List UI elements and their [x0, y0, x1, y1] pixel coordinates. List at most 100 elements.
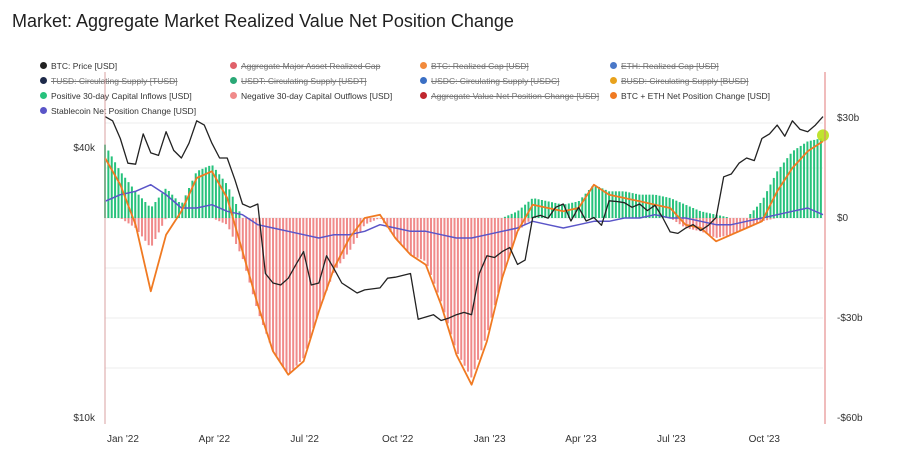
inflow-bar	[164, 188, 167, 218]
outflow-bar	[413, 218, 416, 257]
legend-row: TUSD: Circulating Supply [TUSD] USDT: Cir…	[40, 73, 800, 88]
inflow-bar	[167, 191, 170, 218]
inflow-bar	[601, 188, 604, 218]
outflow-bar	[245, 218, 248, 271]
outflow-bar	[372, 218, 375, 221]
outflow-bar	[329, 218, 332, 282]
legend-swatch-icon	[610, 92, 617, 99]
outflow-bar	[278, 218, 281, 362]
outflow-bar	[389, 218, 392, 232]
outflow-bar	[735, 218, 738, 233]
inflow-bar	[584, 193, 587, 218]
outflow-bar	[463, 218, 466, 366]
legend-item[interactable]: Aggregate Major Asset Realized Cap	[230, 61, 420, 71]
outflow-bar	[151, 218, 154, 246]
y-right-tick-label: $30b	[837, 113, 860, 124]
outflow-bar	[719, 218, 722, 238]
outflow-bar	[756, 218, 759, 224]
inflow-bar	[520, 207, 523, 218]
outflow-bar	[500, 218, 503, 281]
inflow-bar	[571, 202, 574, 218]
outflow-bar	[258, 218, 261, 317]
chart-title: Market: Aggregate Market Realized Value …	[12, 11, 514, 31]
outflow-bar	[157, 218, 160, 233]
inflow-bar	[594, 185, 597, 218]
outflow-bar	[769, 218, 772, 220]
legend-row: Positive 30-day Capital Inflows [USD] Neg…	[40, 88, 800, 103]
inflow-bar	[682, 203, 685, 218]
outflow-bar	[386, 218, 389, 228]
outflow-bar	[749, 218, 752, 227]
legend-item[interactable]: BTC: Price [USD]	[40, 61, 230, 71]
legend-item[interactable]: ETH: Realized Cap [USD]	[610, 61, 800, 71]
outflow-bar	[436, 218, 439, 293]
x-tick-label: Jul '23	[657, 434, 686, 445]
legend-item[interactable]: BTC + ETH Net Position Change [USD]	[610, 91, 800, 101]
inflow-bar	[191, 180, 194, 218]
inflow-bar	[658, 195, 661, 218]
outflow-bar	[399, 218, 402, 244]
inflow-bar	[517, 210, 520, 218]
inflow-bar	[618, 191, 621, 218]
inflow-bar	[705, 212, 708, 218]
legend-item[interactable]: USDT: Circulating Supply [USDT]	[230, 76, 420, 86]
outflow-bar	[426, 218, 429, 267]
inflow-bar	[540, 200, 543, 218]
outflow-bar	[265, 218, 268, 334]
legend-item[interactable]: BUSD: Circulating Supply [BUSD]	[610, 76, 800, 86]
legend-swatch-icon	[40, 92, 47, 99]
outflow-bar	[369, 218, 372, 223]
outflow-bar	[480, 218, 483, 351]
x-tick-label: Apr '22	[199, 434, 231, 445]
inflow-bar	[591, 186, 594, 218]
outflow-bar	[285, 218, 288, 372]
inflow-bar	[194, 173, 197, 218]
legend-label: BUSD: Circulating Supply [BUSD]	[621, 75, 749, 86]
outflow-bar	[732, 218, 735, 234]
inflow-bar	[140, 198, 143, 218]
outflow-bar	[335, 218, 338, 268]
inflow-bar	[782, 162, 785, 218]
legend-item[interactable]: Stablecoin Net Position Change [USD]	[40, 106, 230, 116]
inflow-bar	[544, 200, 547, 218]
outflow-bar	[406, 218, 409, 252]
inflow-bar	[574, 202, 577, 218]
legend-swatch-icon	[610, 62, 617, 69]
outflow-bar	[430, 218, 433, 275]
inflow-bar	[756, 206, 759, 218]
inflow-bar	[204, 167, 207, 218]
inflow-bar	[799, 145, 802, 218]
legend-label: USDC: Circulating Supply [USDC]	[431, 75, 560, 86]
inflow-bar	[648, 194, 651, 218]
inflow-bar	[184, 195, 187, 218]
inflow-bar	[813, 139, 816, 218]
legend-item[interactable]: Positive 30-day Capital Inflows [USD]	[40, 91, 230, 101]
x-tick-label: Oct '22	[382, 434, 414, 445]
outflow-bar	[295, 218, 298, 366]
inflow-bar	[688, 206, 691, 218]
outflow-bar	[503, 218, 506, 270]
outflow-bar	[772, 218, 775, 219]
inflow-bar	[719, 215, 722, 218]
legend-item[interactable]: Aggregate Value Net Position Change [USD…	[420, 91, 610, 101]
inflow-bar	[154, 202, 157, 218]
outflow-bar	[715, 218, 718, 238]
outflow-bar	[698, 218, 701, 232]
outflow-bar	[493, 218, 496, 306]
inflow-bar	[507, 215, 510, 218]
legend-item[interactable]: BTC: Realized Cap [USD]	[420, 61, 610, 71]
outflow-bar	[342, 218, 345, 259]
outflow-bar	[319, 218, 322, 309]
inflow-bar	[221, 178, 224, 218]
inflow-bar	[151, 206, 154, 218]
chart-axes: Jan '22 Apr '22 Jul '22 Oct '22 Jan '23 Apr '…	[73, 72, 863, 445]
inflow-bar	[110, 156, 113, 218]
inflow-bar	[702, 211, 705, 218]
legend-item[interactable]: Negative 30-day Capital Outflows [USD]	[230, 91, 420, 101]
inflow-bar	[214, 169, 217, 218]
legend-item[interactable]: TUSD: Circulating Supply [TUSD]	[40, 76, 230, 86]
inflow-bar	[201, 168, 204, 218]
inflow-bar	[147, 205, 150, 218]
legend-item[interactable]: USDC: Circulating Supply [USDC]	[420, 76, 610, 86]
